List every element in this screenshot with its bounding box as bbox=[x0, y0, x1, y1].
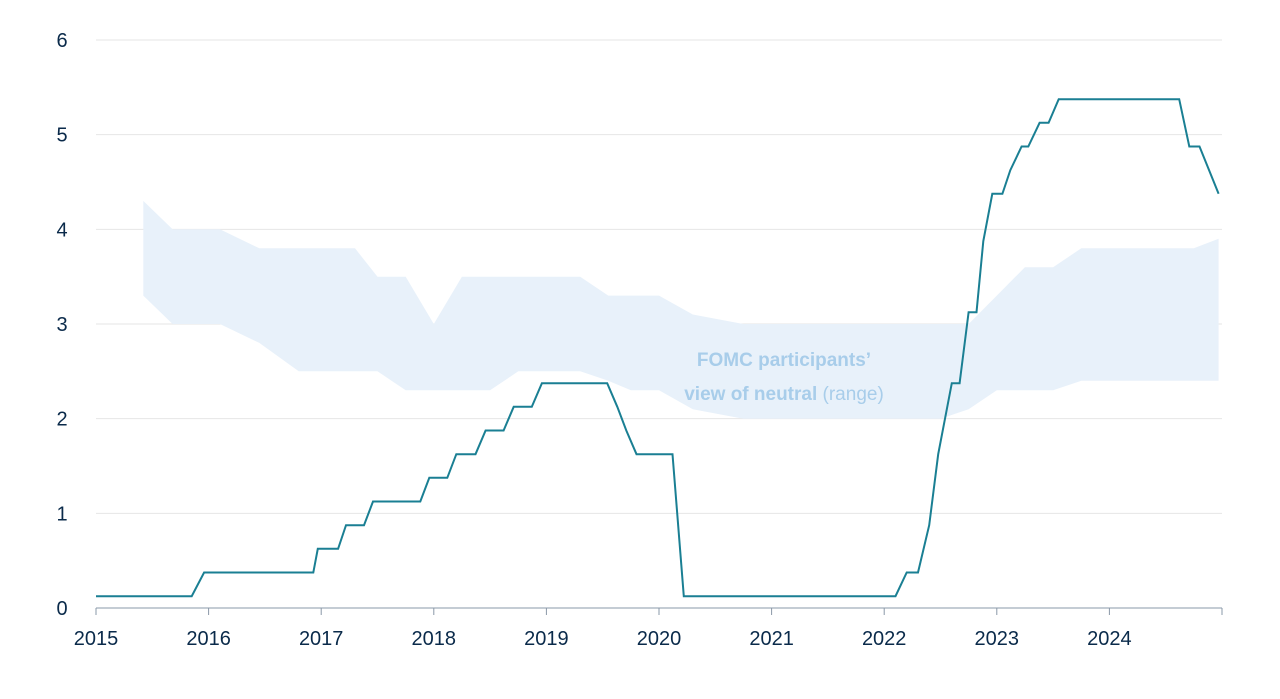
series-line bbox=[96, 98, 1220, 598]
x-tick-label: 2021 bbox=[749, 628, 794, 650]
x-tick-labels: 2015 2016 2017 2018 2019 2020 2021 2022 2023 2024 bbox=[74, 628, 1132, 650]
x-tick-label: 2015 bbox=[74, 628, 119, 650]
annotation-line-2-rest: (range) bbox=[817, 384, 884, 405]
y-tick-label: 4 bbox=[56, 219, 67, 241]
axes bbox=[95, 607, 1223, 615]
x-tick-label: 2022 bbox=[862, 628, 907, 650]
annotation-line-1: FOMC participants’ bbox=[697, 350, 871, 371]
neutral-range-band bbox=[143, 200, 1219, 419]
y-tick-label: 1 bbox=[56, 503, 67, 525]
x-tick-label: 2018 bbox=[412, 628, 457, 650]
x-tick-label: 2016 bbox=[186, 628, 231, 650]
x-tick-label: 2019 bbox=[524, 628, 569, 650]
x-tick-label: 2017 bbox=[299, 628, 344, 650]
y-tick-label: 0 bbox=[56, 598, 67, 620]
y-tick-labels: 0 1 2 3 4 5 6 bbox=[56, 30, 67, 620]
y-tick-label: 5 bbox=[56, 125, 67, 147]
band-annotation: FOMC participants’ view of neutral (rang… bbox=[684, 350, 884, 405]
y-tick-label: 6 bbox=[56, 30, 67, 52]
x-tick-label: 2024 bbox=[1087, 628, 1132, 650]
annotation-line-2: view of neutral (range) bbox=[684, 384, 884, 405]
x-tick-label: 2023 bbox=[975, 628, 1020, 650]
y-tick-label: 2 bbox=[56, 409, 67, 431]
x-tick-label: 2020 bbox=[637, 628, 682, 650]
annotation-line-2-bold: view of neutral bbox=[684, 384, 817, 405]
y-tick-label: 3 bbox=[56, 314, 67, 336]
